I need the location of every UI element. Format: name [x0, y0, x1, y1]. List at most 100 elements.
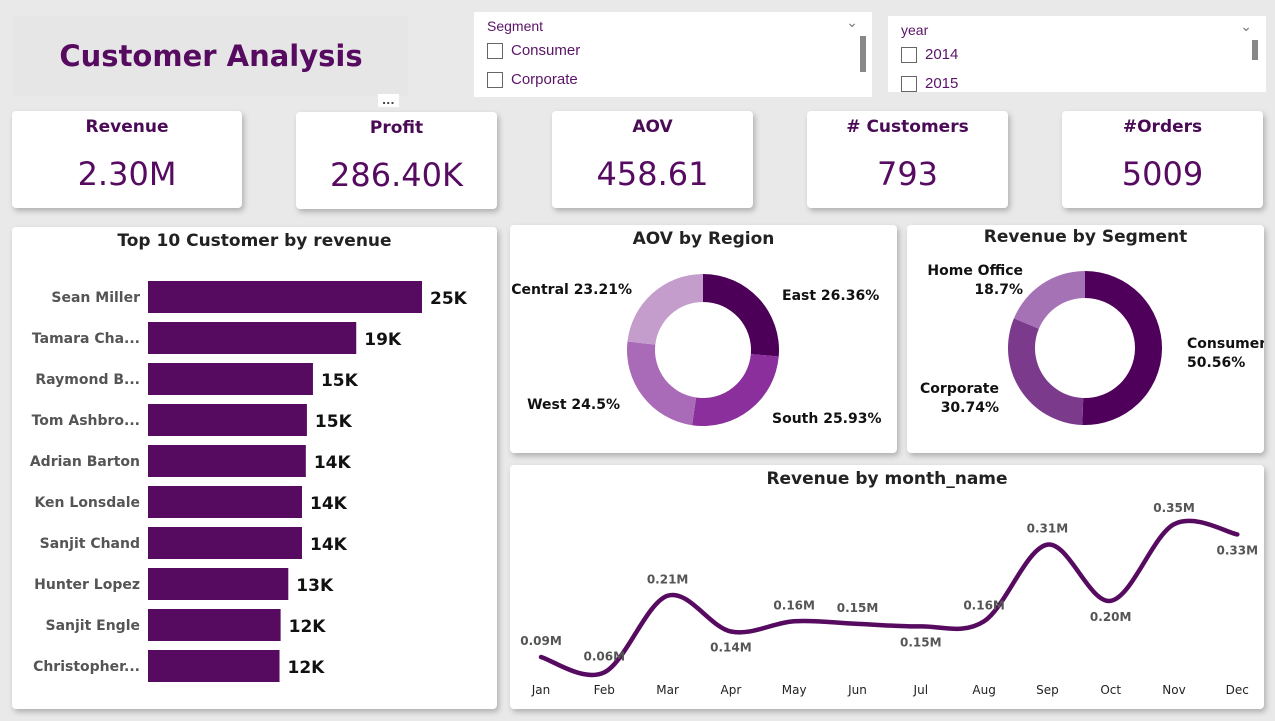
slicer-item-2014[interactable]: 2014: [901, 46, 958, 63]
slicer-item-label: Corporate: [511, 71, 578, 88]
line-data-label: 0.35M: [1153, 501, 1195, 515]
donut-slice: [703, 274, 779, 357]
top-customers-chart: Top 10 Customer by revenue Sean Miller 25…: [12, 227, 497, 709]
checkbox[interactable]: [487, 71, 503, 88]
bar-category-label: Sanjit Engle: [45, 618, 140, 634]
kpi-customers: # Customers 793: [807, 111, 1008, 208]
kpi-label: #Orders: [1122, 117, 1203, 137]
bar: [148, 404, 307, 436]
line-data-label: 0.33M: [1217, 543, 1259, 557]
donut-slice: [627, 341, 697, 426]
bar-category-label: Sanjit Chand: [40, 536, 140, 552]
checkbox[interactable]: [901, 75, 917, 92]
kpi-label: Profit: [369, 118, 424, 138]
bar: [148, 486, 302, 518]
bar: [148, 650, 280, 682]
kpi-revenue: Revenue 2.30M: [12, 111, 242, 208]
slicer-item-label: Consumer: [511, 42, 581, 59]
more-options-button[interactable]: ...: [378, 94, 399, 107]
line-data-label: 0.09M: [520, 634, 562, 648]
donut-slice: [1082, 271, 1162, 425]
scrollbar[interactable]: [1252, 40, 1258, 60]
donut-data-label: 18.7%: [974, 282, 1023, 298]
slicer-item-label: 2014: [925, 46, 959, 63]
aov-region-chart: AOV by Region East 26.36% South 25.93% Wes…: [510, 225, 897, 453]
line-data-label: 0.21M: [647, 573, 689, 587]
bar: [148, 568, 289, 600]
donut-data-label: Corporate: [920, 381, 999, 397]
donut-data-label: 50.56%: [1187, 355, 1245, 371]
bar-data-label: 15K: [315, 412, 353, 432]
donut-data-label: Consumer: [1187, 336, 1264, 352]
line-data-label: 0.20M: [1090, 610, 1132, 624]
chart-title: AOV by Region: [632, 229, 775, 249]
donut-data-label: Central 23.21%: [511, 282, 632, 298]
x-tick-label: Sep: [1036, 683, 1059, 697]
x-tick-label: Aug: [972, 683, 995, 697]
scrollbar[interactable]: [860, 36, 866, 72]
kpi-value: 5009: [1121, 155, 1204, 193]
bar-data-label: 12K: [289, 617, 327, 637]
bar-data-label: 14K: [314, 453, 352, 473]
line-series: [538, 518, 1240, 678]
donut-slice: [627, 274, 703, 345]
bar-category-label: Adrian Barton: [30, 454, 140, 470]
chevron-down-icon[interactable]: ⌄: [1240, 18, 1252, 34]
kpi-label: Revenue: [85, 117, 169, 137]
donut-slice: [1013, 271, 1085, 329]
slicer-header: Segment: [487, 18, 544, 34]
slicer-item-2015[interactable]: 2015: [901, 75, 958, 92]
bar-data-label: 14K: [310, 494, 348, 514]
line-data-label: 0.06M: [584, 649, 626, 663]
year-slicer[interactable]: year ⌄ 2014 2015: [888, 16, 1266, 92]
kpi-profit: Profit 286.40K: [296, 112, 497, 209]
segment-slicer[interactable]: Segment ⌄ Consumer Corporate: [474, 12, 872, 97]
line-data-label: 0.16M: [773, 598, 815, 612]
checkbox[interactable]: [487, 42, 503, 59]
bar: [148, 322, 357, 354]
donut-data-label: 30.74%: [941, 400, 999, 416]
x-tick-label: May: [782, 683, 807, 697]
bar-category-label: Tom Ashbro...: [32, 413, 140, 429]
slicer-item-consumer[interactable]: Consumer: [487, 42, 580, 59]
x-tick-label: Jul: [913, 683, 928, 697]
line-data-label: 0.15M: [900, 635, 942, 649]
kpi-orders: #Orders 5009: [1062, 111, 1263, 208]
bar: [148, 363, 313, 395]
kpi-value: 286.40K: [330, 156, 463, 194]
donut-slice: [692, 354, 779, 426]
revenue-segment-chart: Revenue by Segment Consumer 50.56% Corpora…: [907, 225, 1264, 453]
kpi-value: 793: [876, 155, 939, 193]
bar-category-label: Tamara Cha...: [32, 331, 140, 347]
chart-title: Revenue by Segment: [983, 227, 1188, 247]
chevron-down-icon[interactable]: ⌄: [846, 14, 858, 30]
slicer-item-corporate[interactable]: Corporate: [487, 71, 578, 88]
x-tick-label: Feb: [594, 683, 615, 697]
bar: [148, 445, 306, 477]
bar-data-label: 14K: [310, 535, 348, 555]
kpi-aov: AOV 458.61: [552, 111, 753, 208]
chart-title: Top 10 Customer by revenue: [117, 231, 392, 251]
x-tick-label: Mar: [656, 683, 679, 697]
x-tick-label: Apr: [721, 683, 742, 697]
slicer-header: year: [901, 22, 929, 38]
page-title: Customer Analysis: [14, 16, 408, 96]
kpi-label: # Customers: [846, 117, 969, 137]
line-data-label: 0.31M: [1027, 522, 1069, 536]
kpi-value: 2.30M: [77, 155, 177, 193]
line-data-label: 0.14M: [710, 640, 752, 654]
bar-data-label: 19K: [364, 330, 402, 350]
donut-data-label: South 25.93%: [772, 411, 882, 427]
bar: [148, 527, 302, 559]
checkbox[interactable]: [901, 46, 917, 63]
bar-data-label: 15K: [321, 371, 359, 391]
bar-category-label: Raymond B...: [35, 372, 140, 388]
kpi-value: 458.61: [596, 155, 709, 193]
bar-category-label: Sean Miller: [51, 290, 140, 306]
x-tick-label: Oct: [1100, 683, 1121, 697]
bar-category-label: Ken Lonsdale: [34, 495, 140, 511]
chart-title: Revenue by month_name: [766, 469, 1008, 489]
bar-data-label: 25K: [430, 289, 468, 309]
bar: [148, 609, 281, 641]
bar-data-label: 12K: [288, 658, 326, 678]
